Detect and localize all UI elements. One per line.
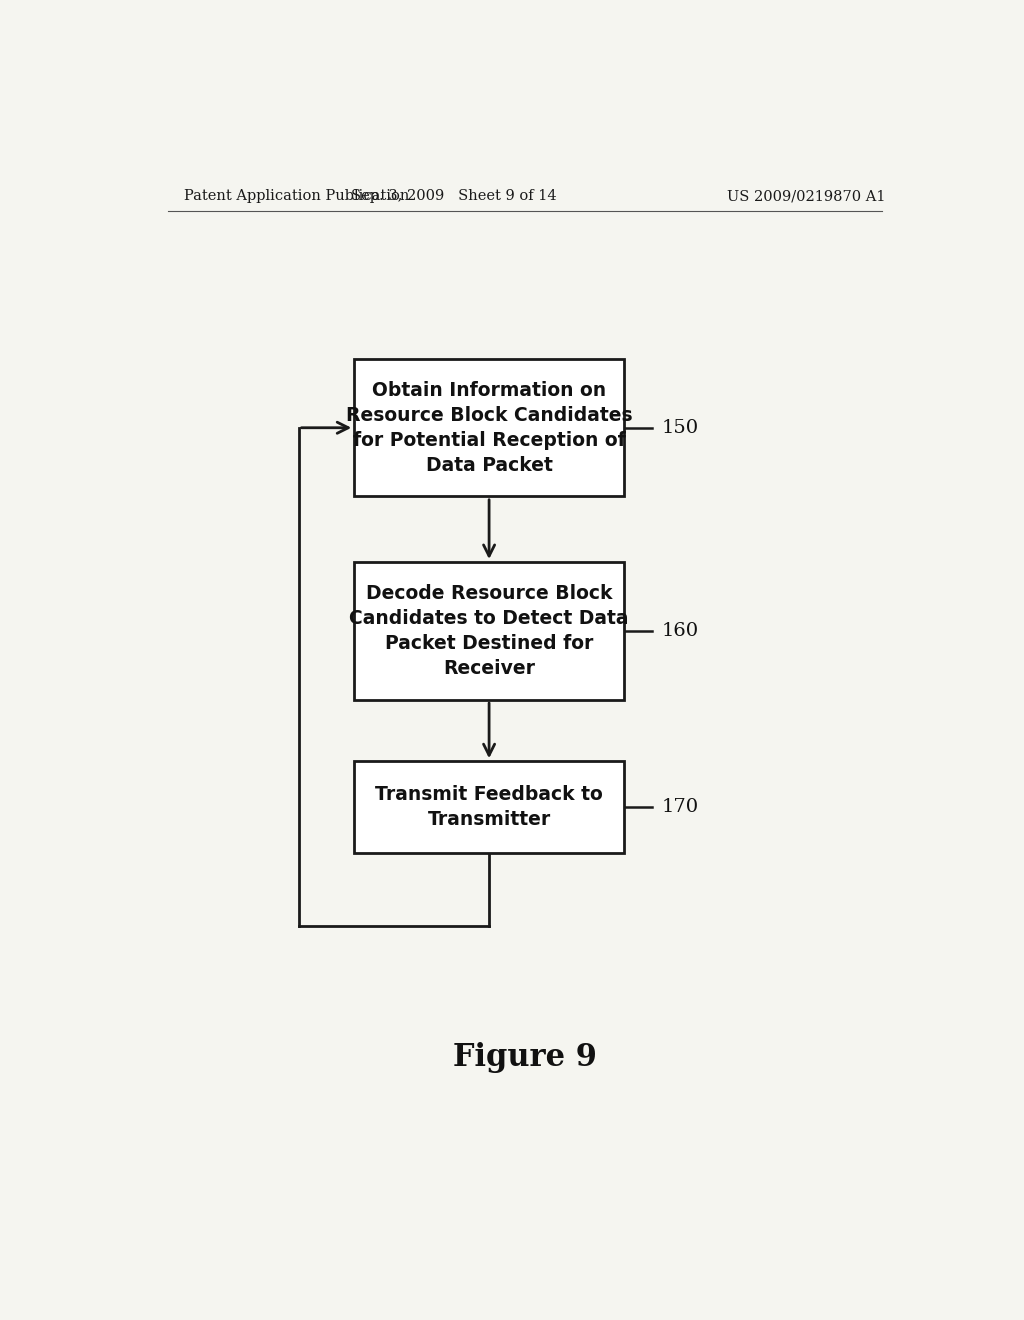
Text: Sep. 3, 2009   Sheet 9 of 14: Sep. 3, 2009 Sheet 9 of 14 — [350, 189, 556, 203]
Text: Patent Application Publication: Patent Application Publication — [183, 189, 409, 203]
Text: US 2009/0219870 A1: US 2009/0219870 A1 — [727, 189, 886, 203]
Text: 170: 170 — [663, 797, 699, 816]
FancyBboxPatch shape — [354, 762, 624, 853]
Text: Figure 9: Figure 9 — [453, 1043, 597, 1073]
Text: Obtain Information on
Resource Block Candidates
for Potential Reception of
Data : Obtain Information on Resource Block Can… — [346, 380, 633, 475]
Text: 160: 160 — [663, 622, 699, 640]
Text: 150: 150 — [663, 418, 699, 437]
FancyBboxPatch shape — [354, 359, 624, 496]
Text: Transmit Feedback to
Transmitter: Transmit Feedback to Transmitter — [375, 785, 603, 829]
Text: Decode Resource Block
Candidates to Detect Data
Packet Destined for
Receiver: Decode Resource Block Candidates to Dete… — [349, 583, 629, 678]
FancyBboxPatch shape — [354, 562, 624, 700]
